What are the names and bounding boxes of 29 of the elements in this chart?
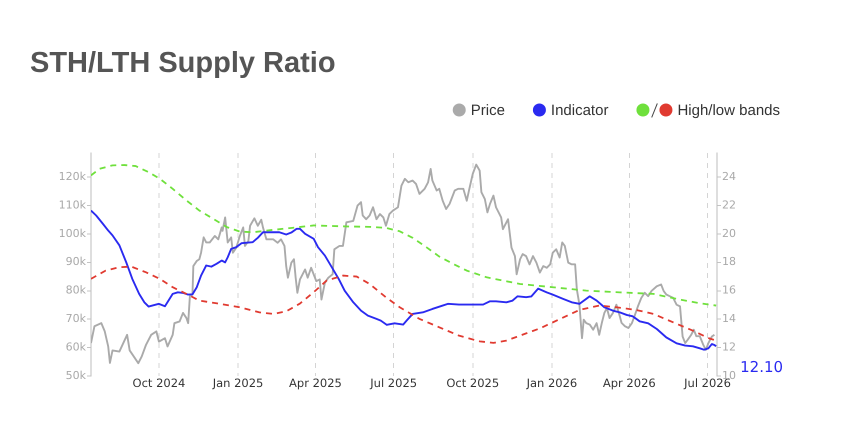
x-tick-label: Jan 2025	[212, 376, 264, 390]
chart-title: STH/LTH Supply Ratio	[30, 47, 336, 79]
y2-tick-label: 24	[722, 170, 736, 184]
y-tick-label: 90k	[66, 255, 87, 268]
x-tick-label: Jan 2026	[526, 376, 578, 390]
legend-label: High/low bands	[677, 102, 780, 120]
y-tick-label: 50k	[66, 368, 87, 382]
y2-tick-label: 22	[722, 198, 736, 212]
y2-tick-label: 16	[722, 284, 736, 297]
legend-label: Indicator	[550, 102, 608, 120]
y2-tick-label: 12	[722, 340, 736, 354]
y2-tick-label: 14	[722, 312, 736, 326]
y2-tick-label: 18	[722, 255, 736, 268]
x-tick-label: Apr 2026	[602, 376, 656, 390]
y-tick-label: 110k	[58, 198, 87, 212]
y-tick-label: 100k	[58, 226, 87, 240]
y-tick-label: 60k	[66, 340, 87, 354]
line-series	[91, 266, 717, 344]
x-tick-label: Oct 2024	[132, 376, 186, 390]
x-tick-label: Apr 2025	[289, 376, 342, 390]
legend-label: Price	[470, 102, 505, 120]
y-tick-label: 120k	[58, 170, 87, 184]
y2-tick-label: 20	[722, 226, 736, 240]
y-tick-label: 80k	[66, 284, 87, 297]
data-label: 12.10	[740, 358, 784, 376]
x-tick-label: Oct 2025	[446, 376, 500, 390]
x-tick-label: Jul 2025	[369, 376, 418, 390]
line-series	[91, 164, 717, 306]
y-tick-label: 70k	[66, 312, 87, 326]
